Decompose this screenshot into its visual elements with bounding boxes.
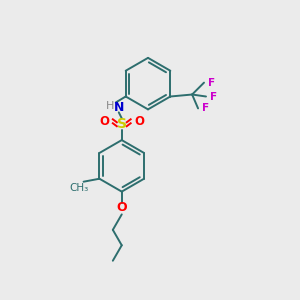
Text: S: S xyxy=(117,117,127,131)
Text: O: O xyxy=(116,201,127,214)
Text: H: H xyxy=(106,101,114,111)
Text: F: F xyxy=(210,92,217,101)
Text: F: F xyxy=(208,78,215,88)
Text: F: F xyxy=(202,103,209,113)
Text: CH₃: CH₃ xyxy=(69,183,88,193)
Text: N: N xyxy=(114,101,124,114)
Text: O: O xyxy=(99,115,109,128)
Text: O: O xyxy=(135,115,145,128)
